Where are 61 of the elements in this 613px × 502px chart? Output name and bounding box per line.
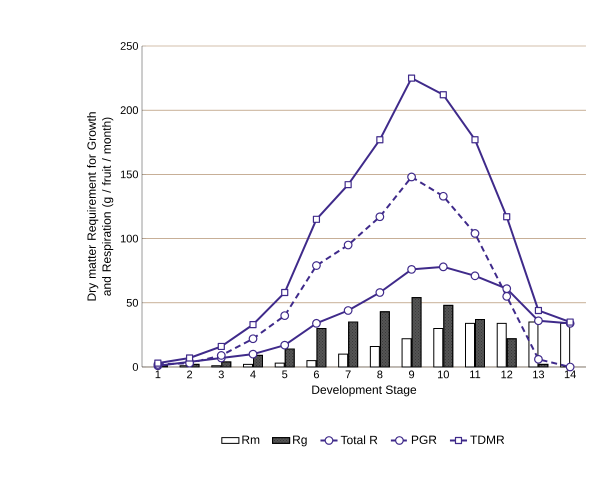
y-axis-title: Dry matter Requirement for Growth and Respiration (g / fruit / month) [87, 112, 114, 301]
x-tick-label: 13 [533, 370, 544, 378]
y-tick-label: 100 [120, 234, 138, 242]
point [408, 74, 416, 82]
point [248, 334, 258, 344]
point [186, 354, 194, 362]
y-tick-label: 50 [126, 298, 138, 307]
point [503, 213, 510, 220]
x-tick-label: 4 [250, 370, 256, 378]
point [280, 311, 290, 320]
legend-label: PGR [412, 436, 436, 444]
x-axis-title: Development Stage [312, 385, 416, 396]
point [440, 91, 447, 98]
point [281, 288, 288, 296]
point [248, 350, 258, 359]
y-tick-label: 250 [120, 42, 138, 50]
point [470, 229, 480, 238]
legend-label: Rm [242, 436, 260, 444]
point [407, 172, 416, 182]
legend-label: Rg [293, 436, 307, 446]
point [312, 216, 320, 223]
x-tick-label: 10 [438, 370, 449, 378]
y-tick-label: 200 [120, 106, 138, 114]
x-tick-label: 2 [187, 370, 192, 378]
x-tick-label: 14 [564, 370, 576, 378]
legend-label: TDMR [470, 436, 504, 444]
point [407, 265, 416, 274]
point [344, 240, 353, 250]
point [154, 360, 162, 367]
point [344, 181, 352, 188]
point [502, 292, 512, 301]
point [376, 136, 384, 144]
x-tick-label: 6 [314, 370, 319, 378]
x-tick-label: 8 [377, 370, 382, 378]
point [534, 316, 543, 326]
point [312, 318, 321, 328]
y-tick-label: 150 [120, 170, 138, 178]
point [375, 212, 384, 222]
x-tick-label: 5 [282, 370, 288, 378]
point [534, 354, 543, 364]
point [216, 351, 226, 360]
point [502, 284, 512, 294]
x-tick-label: 3 [218, 370, 224, 378]
x-tick-label: 9 [409, 370, 414, 378]
x-tick-label: 7 [346, 370, 351, 378]
x-tick-label: 11 [470, 370, 480, 378]
point [280, 340, 290, 350]
point [471, 136, 479, 144]
point [438, 192, 448, 201]
point [438, 262, 448, 272]
point [534, 306, 542, 314]
point [344, 306, 353, 315]
x-tick-label: 1 [156, 370, 160, 378]
legend-label: Total R [340, 435, 378, 444]
point [312, 261, 321, 270]
point [218, 342, 225, 350]
point [249, 321, 257, 328]
x-tick-label: 12 [501, 370, 512, 378]
point [470, 271, 480, 280]
y-tick-label: 0 [132, 363, 138, 371]
point [375, 288, 384, 297]
